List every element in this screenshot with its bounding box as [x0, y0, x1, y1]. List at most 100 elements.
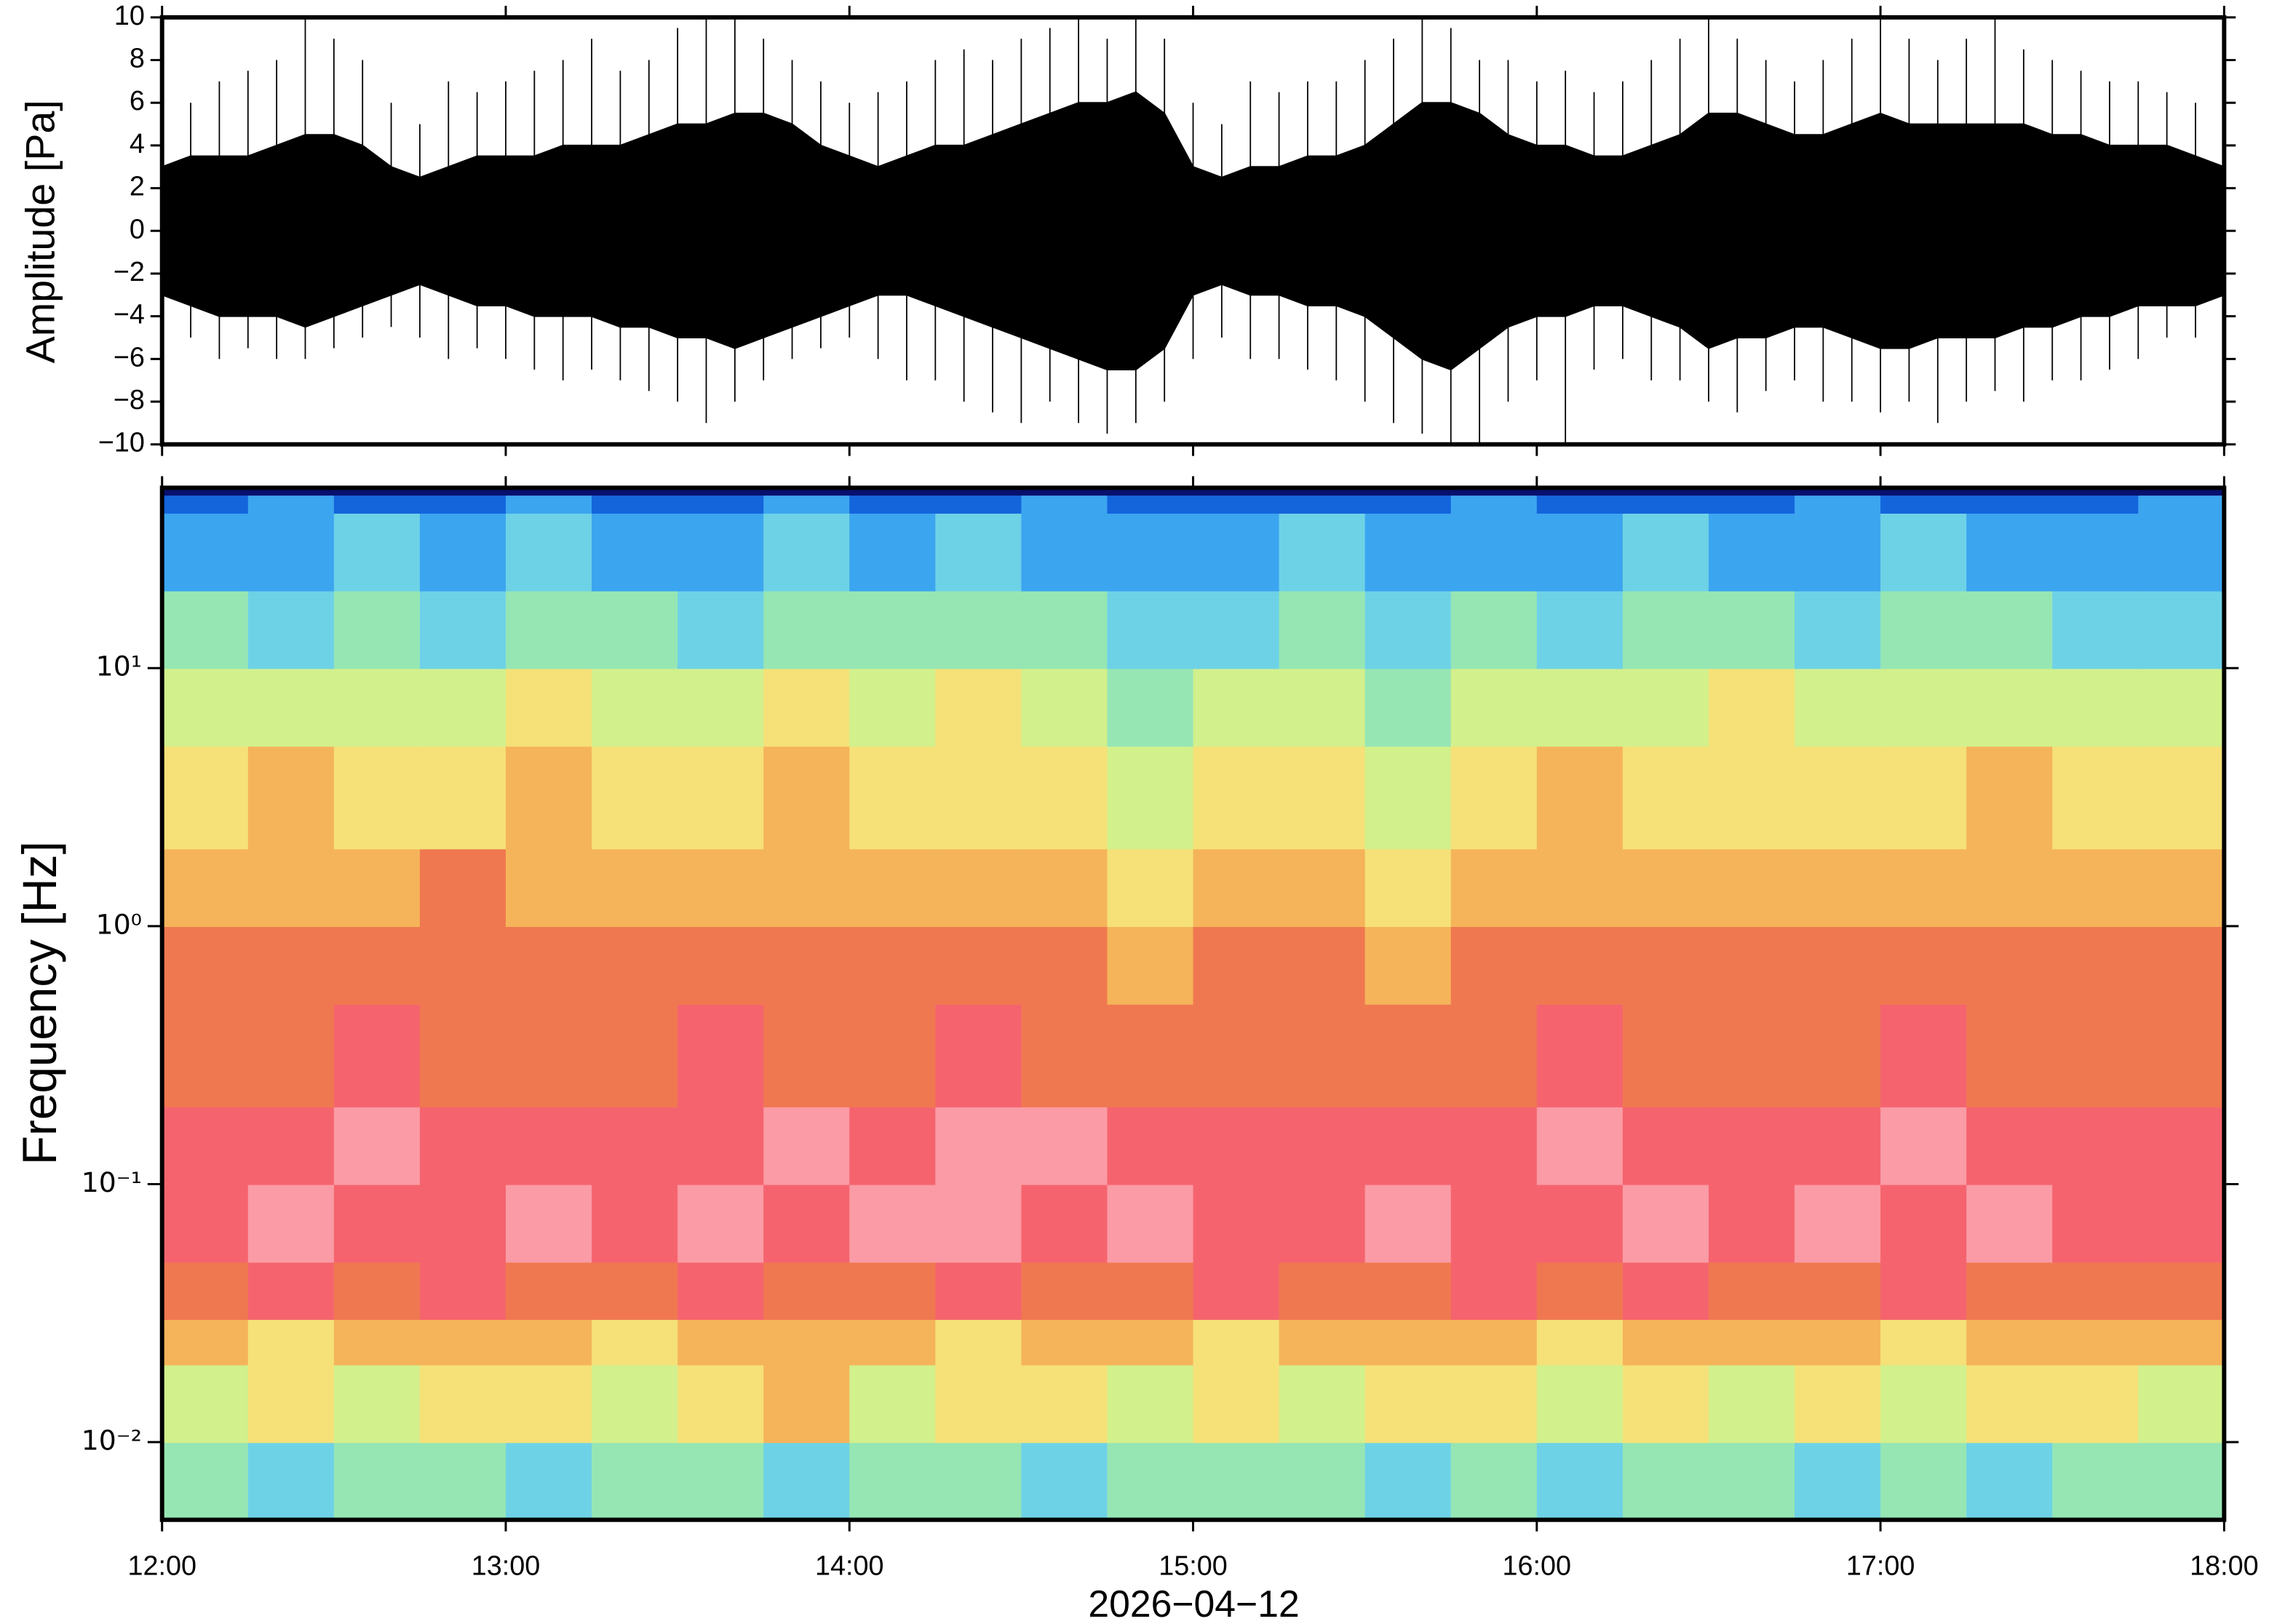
spectrogram-cell: [1795, 590, 1882, 669]
spectrogram-cell: [162, 1184, 249, 1263]
spectrogram-cell: [1107, 848, 1194, 928]
spectrogram-cell: [1364, 1106, 1452, 1185]
spectrogram-cell: [1966, 487, 2054, 496]
spectrogram-cell: [2138, 1364, 2225, 1444]
spectrogram-cell: [1107, 1262, 1194, 1321]
spectrogram-cell: [1021, 1364, 1108, 1444]
spectrogram-cell: [763, 512, 851, 592]
spectrogram-cell: [1536, 1318, 1624, 1366]
spectrogram-cell: [1708, 848, 1796, 928]
spectrogram-cell: [592, 1184, 679, 1263]
spectrogram-cell: [1536, 926, 1624, 1005]
spectrogram-cell: [1107, 487, 1194, 496]
spectrogram-cell: [677, 1184, 765, 1263]
spectrogram-cell: [162, 1364, 249, 1444]
spectrogram-cell: [2138, 487, 2225, 496]
spectrogram-cell: [592, 848, 679, 928]
spectrogram-cell: [849, 745, 937, 850]
spectrogram-cell: [2052, 1184, 2139, 1263]
spectrogram-cell: [1364, 745, 1452, 850]
spectrogram-cell: [677, 512, 765, 592]
spectrogram-cell: [2138, 745, 2225, 850]
spectrogram-cell: [1622, 668, 1710, 747]
spectrogram-cell: [1966, 494, 2054, 514]
y-tick-label: 10: [114, 1, 145, 31]
spectrogram-cell: [1450, 487, 1538, 496]
spectrogram-cell: [2052, 494, 2139, 514]
spectrogram-cell: [1622, 848, 1710, 928]
spectrogram-cell: [1880, 1184, 1968, 1263]
spectrogram-cell: [1880, 1364, 1968, 1444]
spectrogram-cell: [247, 512, 335, 592]
spectrogram-cell: [2052, 926, 2139, 1005]
spectrogram-cell: [1536, 1262, 1624, 1321]
spectrogram-cell: [677, 848, 765, 928]
spectrogram-cell: [1364, 1364, 1452, 1444]
spectrogram-cell: [1966, 745, 2054, 850]
x-tick-label: 15:00: [1159, 1551, 1227, 1581]
spectrogram-cell: [162, 1442, 249, 1521]
spectrogram-cell: [1021, 848, 1108, 928]
spectrogram-cell: [505, 494, 593, 514]
spectrogram-cell: [677, 494, 765, 514]
spectrogram-cell: [592, 494, 679, 514]
spectrogram-cell: [1622, 512, 1710, 592]
spectrogram-cell: [2052, 848, 2139, 928]
y-tick-label: 2: [130, 172, 145, 202]
x-tick-label: 13:00: [472, 1551, 540, 1581]
spectrogram-cell: [1193, 848, 1280, 928]
spectrogram-cell: [1364, 494, 1452, 514]
spectrogram-cell: [1966, 1364, 2054, 1444]
spectrogram-cell: [1795, 745, 1882, 850]
spectrogram-cell: [677, 1442, 765, 1521]
spectrogram-cell: [1622, 1184, 1710, 1263]
spectrogram-cell: [247, 1184, 335, 1263]
spectrogram-cell: [763, 1442, 851, 1521]
spectrogram-cell: [763, 590, 851, 669]
spectrogram-cell: [592, 1364, 679, 1444]
spectrogram-cell: [505, 668, 593, 747]
spectrogram-cell: [1107, 512, 1194, 592]
spectrogram-cell: [1021, 494, 1108, 514]
y-tick-label: 10⁻¹: [82, 1166, 142, 1198]
spectrogram-cell: [1795, 1442, 1882, 1521]
spectrogram-cell: [333, 848, 421, 928]
spectrogram-cell: [162, 494, 249, 514]
spectrogram-cell: [247, 1318, 335, 1366]
spectrogram-cell: [1795, 926, 1882, 1005]
spectrogram-cell: [1708, 1318, 1796, 1366]
x-tick-label: 14:00: [815, 1551, 883, 1581]
x-tick-label: 17:00: [1846, 1551, 1915, 1581]
spectrogram-cell: [935, 1106, 1022, 1185]
spectrogram-cell: [1021, 1262, 1108, 1321]
spectrogram-cell: [935, 1442, 1022, 1521]
spectrogram-cell: [1795, 1106, 1882, 1185]
spectrogram-cell: [1795, 1262, 1882, 1321]
spectrogram-cell: [849, 590, 937, 669]
spectrogram-cell: [1880, 926, 1968, 1005]
spectrogram-cell: [1193, 590, 1280, 669]
spectrogram-cell: [849, 848, 937, 928]
waveform-area: [161, 91, 2225, 232]
spectrogram-cell: [2138, 494, 2225, 514]
spectrogram-cell: [1536, 512, 1624, 592]
spectrogram-cell: [1966, 1003, 2054, 1107]
x-tick-label: 12:00: [127, 1551, 196, 1581]
spectrogram-cell: [333, 1003, 421, 1107]
spectrogram-cell: [1880, 590, 1968, 669]
spectrogram-cell: [1279, 1003, 1366, 1107]
spectrogram-cell: [763, 1003, 851, 1107]
spectrogram-cell: [1622, 487, 1710, 496]
spectrogram-cell: [592, 1442, 679, 1521]
spectrogram-cell: [1107, 590, 1194, 669]
spectrogram-cell: [1450, 1106, 1538, 1185]
spectrogram-cell: [1279, 1318, 1366, 1366]
spectrogram-cell: [677, 745, 765, 850]
spectrogram-cell: [1021, 668, 1108, 747]
spectrogram-cell: [1536, 487, 1624, 496]
spectrogram-cell: [1880, 512, 1968, 592]
spectrogram-cell: [1107, 1442, 1194, 1521]
spectrogram-cell: [1622, 745, 1710, 850]
spectrogram-cell: [505, 848, 593, 928]
spectrogram-cell: [505, 512, 593, 592]
